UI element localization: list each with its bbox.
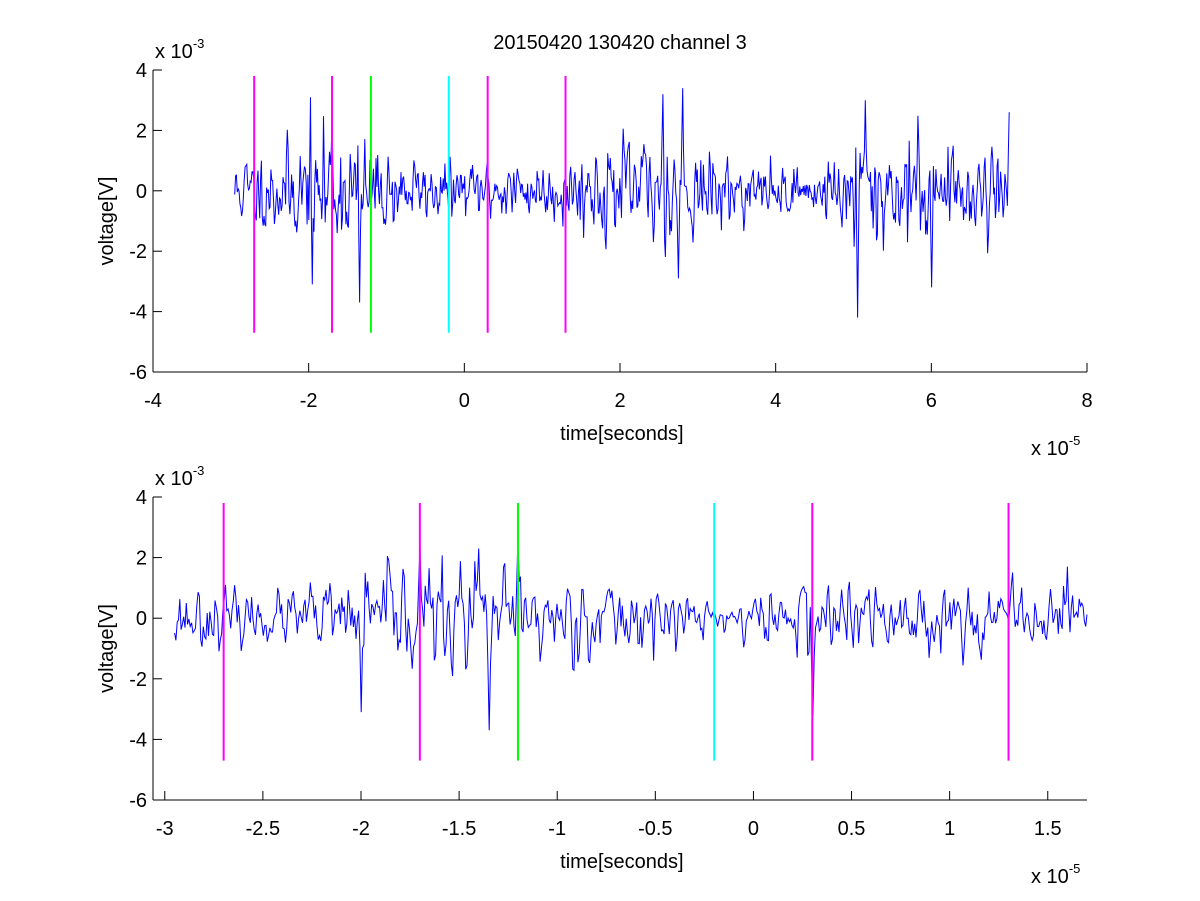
top-y-scale-base: x 10: [155, 41, 193, 63]
bottom-chart: -3 -2.5 -2 -1.5 -1 -0.5 0 0.5 1 1.5 4 2 0 -2 -4 -6 time…: [96, 463, 1088, 888]
top-x-scale-exp: -5: [1069, 433, 1081, 448]
bottom-ticks: -3 -2.5 -2 -1.5 -1 -0.5 0 0.5 1 1.5 4 2 0 -2 -4 -6: [129, 487, 1087, 840]
top-plot-area: [153, 70, 1087, 372]
bottom-markers: [222, 503, 1010, 761]
bottom-x-tick-label: -2.5: [246, 818, 280, 840]
top-x-scale-label: x 10-5: [1031, 433, 1080, 460]
bottom-x-tick-label: -1.5: [442, 818, 476, 840]
bottom-y-tick-label: -2: [129, 669, 147, 691]
top-ticks: -4 -2 0 2 4 6 8 4 2 0 -2 -4 -6: [129, 60, 1092, 412]
top-y-tick-label: 2: [136, 120, 147, 142]
bottom-y-axis-label: voltage[V]: [96, 604, 118, 693]
bottom-y-tick-label: 0: [136, 608, 147, 630]
top-x-tick-label: -4: [144, 390, 162, 412]
top-y-tick-label: 0: [136, 181, 147, 203]
bottom-x-tick-label: -0.5: [638, 818, 672, 840]
bottom-y-tick-label: 2: [136, 548, 147, 570]
top-chart: -4 -2 0 2 4 6 8 4 2 0 -2 -4 -6 time[seconds] voltage…: [96, 36, 1093, 460]
top-y-axis-label: voltage[V]: [96, 177, 118, 266]
top-y-tick-label: -4: [129, 302, 147, 324]
top-signal-line: [234, 88, 1010, 318]
bottom-x-scale-label: x 10-5: [1031, 861, 1080, 888]
top-markers: [253, 76, 567, 333]
bottom-x-tick-label: 1: [944, 818, 955, 840]
bottom-x-tick-label: -3: [156, 818, 174, 840]
bottom-y-scale-exp: -3: [193, 463, 205, 478]
bottom-y-tick-label: -4: [129, 729, 147, 751]
top-x-axis-label: time[seconds]: [560, 423, 683, 445]
top-x-tick-label: -2: [300, 390, 318, 412]
top-y-tick-label: 4: [136, 60, 147, 82]
top-signal-layer: [234, 88, 1010, 318]
chart-title: 20150420 130420 channel 3: [493, 32, 747, 54]
bottom-y-tick-label: 4: [136, 487, 147, 509]
top-y-tick-label: -6: [129, 362, 147, 384]
top-y-scale-exp: -3: [193, 36, 205, 51]
top-x-tick-label: 0: [459, 390, 470, 412]
bottom-x-tick-label: 0: [748, 818, 759, 840]
top-x-scale-base: x 10: [1031, 438, 1069, 460]
top-x-tick-label: 6: [926, 390, 937, 412]
bottom-y-scale-base: x 10: [155, 468, 193, 490]
bottom-plot-area: [153, 497, 1087, 800]
top-x-tick-label: 8: [1081, 390, 1092, 412]
bottom-y-scale-label: x 10-3: [155, 463, 204, 490]
top-y-tick-label: -2: [129, 241, 147, 263]
top-x-tick-label: 4: [770, 390, 781, 412]
bottom-x-scale-exp: -5: [1069, 861, 1081, 876]
top-y-scale-label: x 10-3: [155, 36, 204, 63]
top-x-tick-label: 2: [614, 390, 625, 412]
bottom-x-tick-label: 1.5: [1034, 818, 1062, 840]
bottom-x-tick-label: -2: [352, 818, 370, 840]
bottom-x-axis-label: time[seconds]: [560, 851, 683, 873]
bottom-y-tick-label: -6: [129, 790, 147, 812]
bottom-signal-line: [174, 539, 1088, 731]
bottom-signal-layer: [174, 539, 1088, 731]
bottom-x-scale-base: x 10: [1031, 866, 1069, 888]
bottom-x-tick-label: 0.5: [838, 818, 866, 840]
bottom-x-tick-label: -1: [548, 818, 566, 840]
